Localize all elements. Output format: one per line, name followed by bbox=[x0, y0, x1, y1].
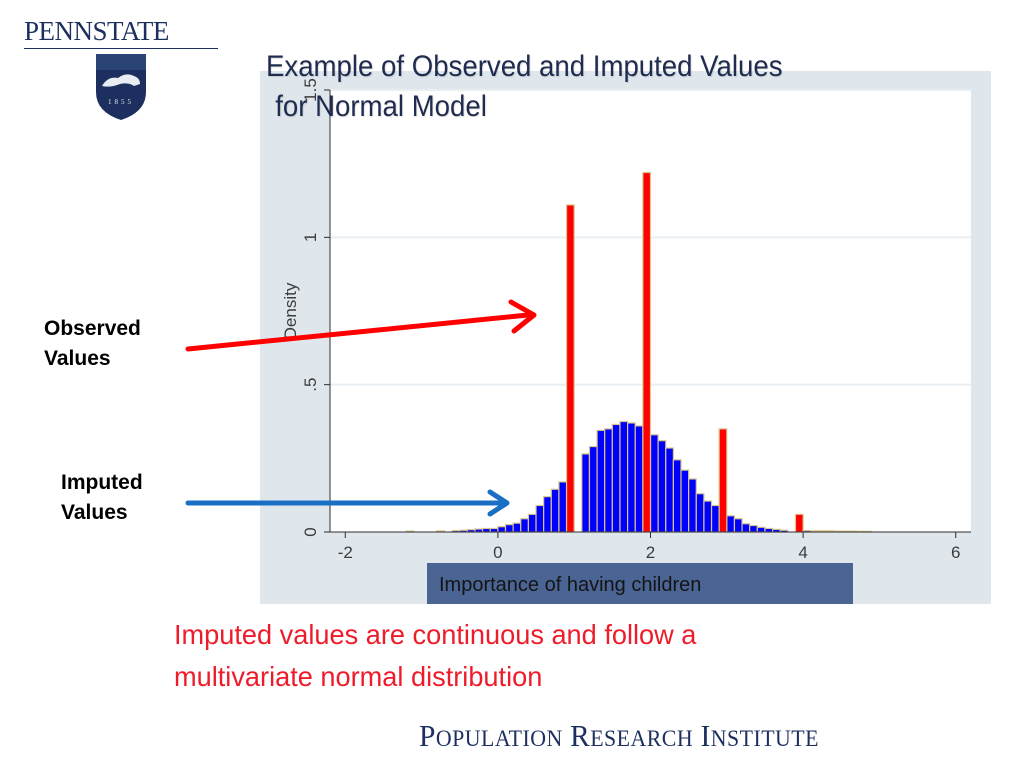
imputed-annotation-line1: Imputed bbox=[61, 471, 143, 494]
bar-imputed bbox=[512, 522, 522, 533]
bar-imputed bbox=[543, 496, 552, 533]
bar-imputed bbox=[680, 469, 690, 533]
x-tick-label: 6 bbox=[951, 543, 960, 562]
bar-imputed bbox=[703, 500, 713, 533]
imputed-bars bbox=[405, 420, 873, 533]
bar-imputed bbox=[482, 527, 491, 533]
pennstate-logo: PENNSTATE 1855 bbox=[24, 14, 224, 120]
bar-imputed bbox=[619, 420, 629, 533]
bar-imputed bbox=[741, 523, 751, 533]
y-axis-label: Density bbox=[281, 282, 300, 339]
x-axis-label-box: Importance of having children bbox=[427, 563, 853, 604]
chart-panel: -2 0 2 4 6 0 .5 1 1.5 Density bbox=[260, 71, 991, 604]
bar-imputed bbox=[504, 524, 514, 533]
bar-observed bbox=[642, 171, 652, 533]
bar-imputed bbox=[764, 527, 774, 533]
bar-imputed bbox=[527, 513, 537, 533]
imputed-annotation-line2: Values bbox=[61, 501, 128, 524]
y-tick-label: 1.5 bbox=[301, 78, 320, 102]
observed-bars bbox=[565, 171, 804, 533]
x-tick-label: 4 bbox=[798, 543, 807, 562]
y-tick-label: 1 bbox=[301, 233, 320, 242]
bar-imputed bbox=[756, 526, 766, 533]
bar-observed bbox=[718, 428, 728, 533]
bar-imputed bbox=[604, 428, 613, 533]
bar-imputed bbox=[596, 429, 606, 533]
bar-observed bbox=[794, 513, 804, 533]
slide-title-line1: Example of Observed and Imputed Values bbox=[266, 50, 783, 83]
bar-imputed bbox=[520, 518, 530, 533]
bar-imputed bbox=[627, 422, 636, 533]
imputed-values-annotation: Imputed Values bbox=[61, 468, 143, 528]
bar-imputed bbox=[672, 459, 682, 533]
x-tick-label: 2 bbox=[646, 543, 655, 562]
bar-imputed bbox=[733, 518, 743, 533]
x-tick-label: -2 bbox=[338, 543, 353, 562]
bar-imputed bbox=[665, 447, 674, 533]
bar-imputed bbox=[550, 488, 560, 533]
bar-imputed bbox=[497, 526, 507, 533]
observed-annotation-line1: Observed bbox=[44, 317, 141, 340]
bar-imputed bbox=[749, 524, 758, 533]
bar-imputed bbox=[688, 478, 697, 533]
pennstate-wordmark: PENNSTATE bbox=[24, 16, 169, 46]
bar-imputed bbox=[588, 445, 598, 533]
seal-text: 1855 bbox=[108, 98, 134, 106]
bar-imputed bbox=[581, 453, 591, 533]
tick-labels: -2 0 2 4 6 0 .5 1 1.5 bbox=[301, 78, 960, 562]
bar-imputed bbox=[535, 504, 545, 533]
slide-title: Example of Observed and Imputed Values f… bbox=[266, 47, 910, 127]
caption: Imputed values are continuous and follow… bbox=[174, 614, 834, 698]
bar-imputed bbox=[657, 440, 667, 533]
observed-values-annotation: Observed Values bbox=[44, 314, 141, 374]
axes bbox=[324, 89, 971, 538]
nittany-lion-shield-icon: 1855 bbox=[96, 54, 146, 120]
bar-imputed bbox=[634, 425, 644, 533]
y-tick-label: 0 bbox=[301, 527, 320, 536]
bar-imputed bbox=[695, 493, 705, 533]
slide-title-line2: for Normal Model bbox=[275, 90, 487, 123]
y-tick-label: .5 bbox=[301, 378, 320, 392]
histogram-chart: -2 0 2 4 6 0 .5 1 1.5 Density bbox=[281, 78, 971, 562]
x-axis-label: Importance of having children bbox=[439, 574, 702, 596]
caption-line1: Imputed values are continuous and follow… bbox=[174, 619, 697, 650]
bar-imputed bbox=[726, 515, 736, 533]
logo-rule bbox=[24, 48, 218, 49]
bar-observed bbox=[565, 204, 575, 533]
caption-line2: multivariate normal distribution bbox=[174, 661, 543, 692]
x-tick-label: 0 bbox=[493, 543, 502, 562]
bar-imputed bbox=[558, 481, 568, 533]
bar-imputed bbox=[489, 527, 499, 533]
population-research-institute-footer: POPULATION RESEARCH INSTITUTE bbox=[419, 718, 819, 753]
observed-annotation-line2: Values bbox=[44, 347, 111, 370]
bar-imputed bbox=[710, 504, 720, 533]
bar-imputed bbox=[611, 423, 621, 533]
bar-imputed bbox=[649, 434, 659, 533]
